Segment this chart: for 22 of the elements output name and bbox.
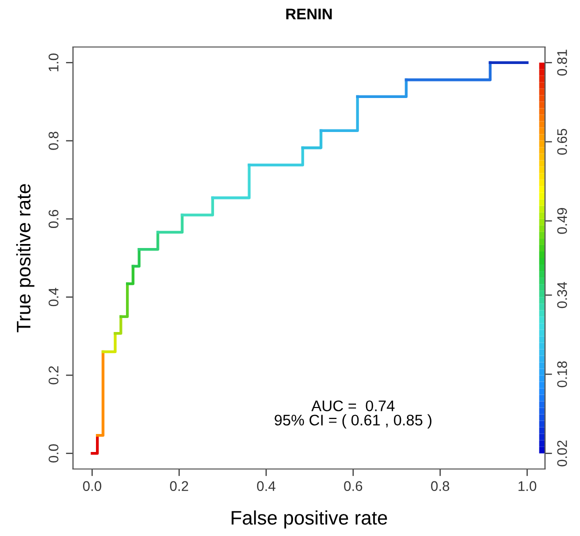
y-tick-label: 1.0	[48, 54, 58, 72]
x-tick-label: 0.8	[431, 481, 450, 492]
y2-tick-label: 0.49	[557, 208, 568, 234]
x-tick-label: 0.4	[257, 481, 276, 492]
y2-tick-label: 0.34	[557, 282, 568, 308]
x-tick-label: 0.6	[344, 481, 362, 492]
y-tick-label: 0.0	[48, 444, 58, 462]
y-axis-title: True positive rate	[16, 184, 34, 332]
chart-title: RENIN	[286, 8, 332, 20]
y-tick-label: 0.8	[48, 132, 58, 150]
x-axis-title: False positive rate	[232, 510, 388, 529]
annotation: AUC = 0.74 95% CI = ( 0.61 , 0.85 )	[274, 400, 432, 429]
y-tick-label: 0.2	[48, 366, 58, 384]
y2-tick-label: 0.02	[557, 440, 568, 466]
y2-tick-label: 0.18	[557, 361, 568, 388]
y2-tick-label: 0.65	[557, 128, 568, 155]
y-tick-label: 0.4	[48, 288, 58, 306]
x-tick-label: 1.0	[518, 481, 536, 492]
x-tick-label: 0.0	[83, 481, 102, 492]
y2-tick-label: 0.81	[557, 50, 568, 76]
x-tick-label: 0.2	[170, 481, 188, 492]
y-tick-label: 0.6	[48, 210, 58, 228]
